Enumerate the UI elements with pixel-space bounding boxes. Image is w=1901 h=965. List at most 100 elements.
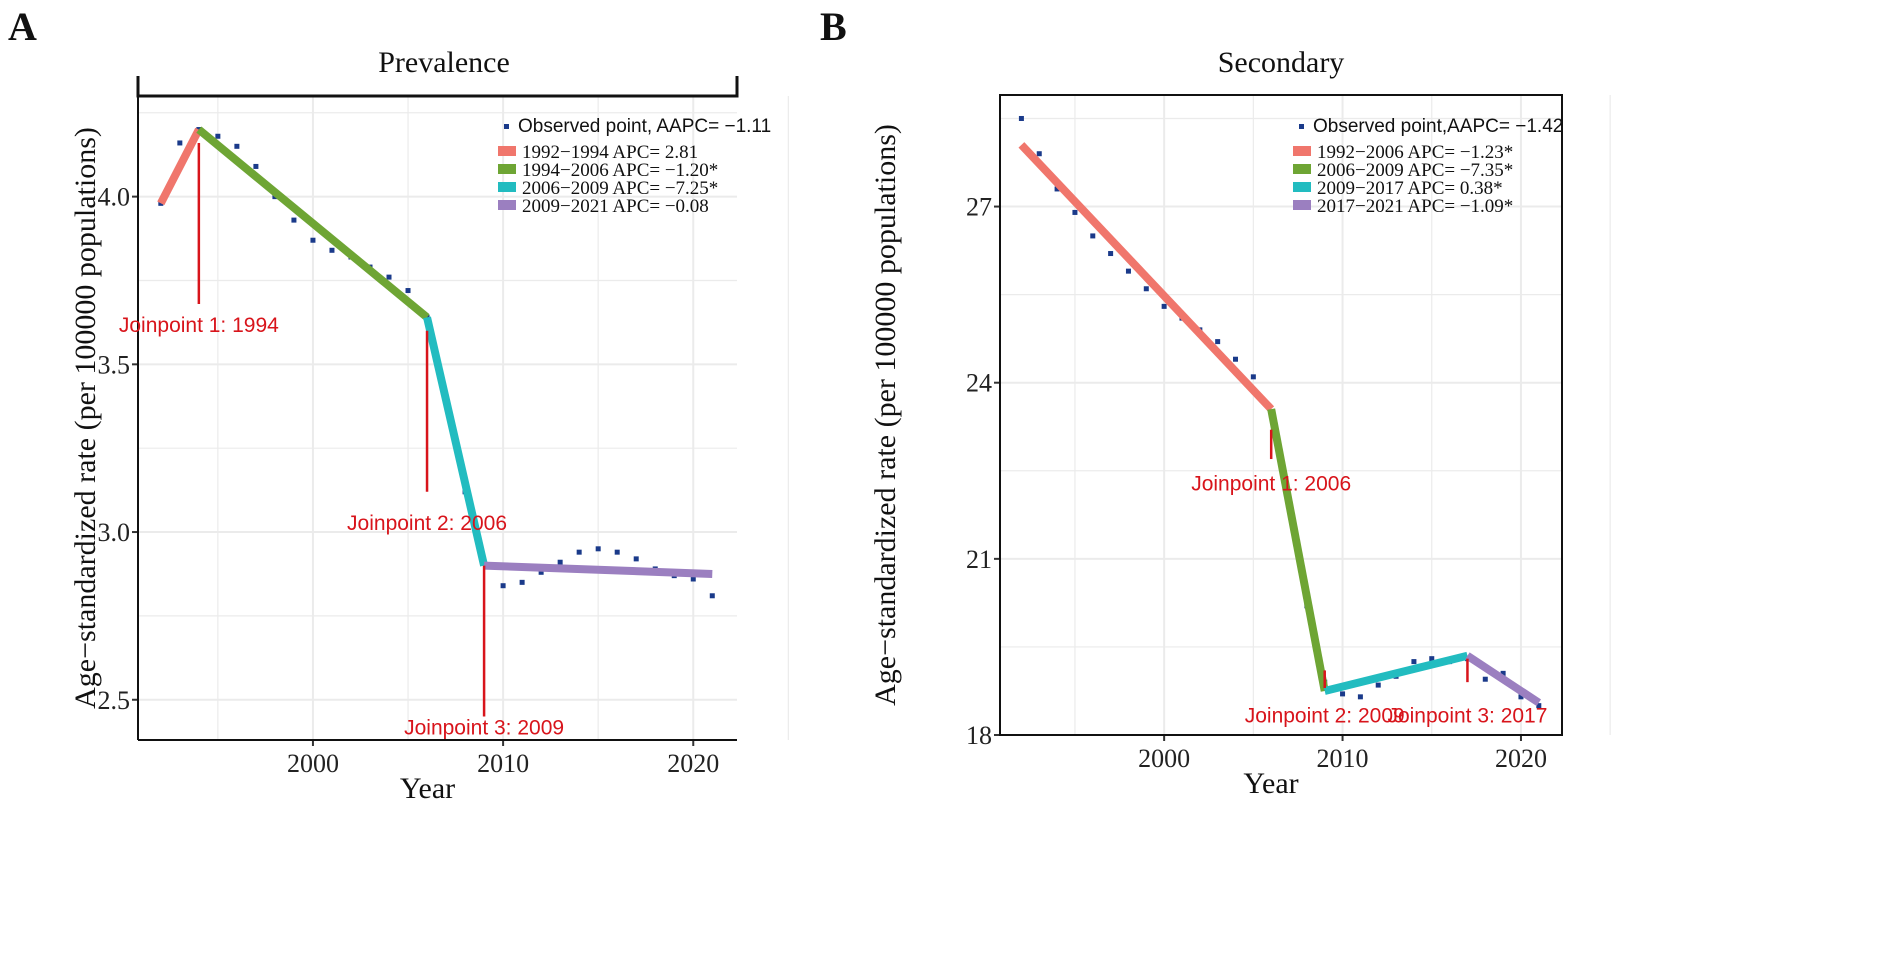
legend-segment-key	[1293, 182, 1311, 192]
legend-segment-label: 2009−2017 APC= 0.38*	[1317, 178, 1503, 199]
observed-point	[1500, 670, 1506, 676]
x-tick-label: 2000	[1138, 744, 1190, 773]
observed-point	[519, 579, 525, 585]
observed-point	[1518, 694, 1524, 700]
observed-point	[1536, 703, 1542, 709]
x-tick-label: 2010	[477, 749, 529, 778]
y-tick-label: 3.5	[98, 350, 131, 379]
legend-segment-label: 2009−2021 APC= −0.08	[522, 196, 709, 217]
x-tick-label: 2000	[287, 749, 339, 778]
observed-point	[215, 133, 221, 139]
observed-point	[329, 247, 335, 253]
apc-segment-line	[1267, 408, 1329, 692]
apc-segment-line	[483, 561, 713, 578]
observed-point	[576, 549, 582, 555]
observed-point	[500, 583, 506, 589]
observed-point	[1482, 676, 1488, 682]
observed-point	[1233, 356, 1239, 362]
legend-segment-key	[498, 200, 516, 210]
joinpoint-label: Joinpoint 1: 1994	[119, 314, 279, 337]
y-tick-label: 27	[966, 193, 992, 222]
legend-segment-label: 2006−2009 APC= −7.25*	[522, 178, 718, 199]
observed-point	[1250, 374, 1256, 380]
legend-segment-label: 1992−1994 APC= 2.81	[522, 142, 698, 163]
legend-segment-key	[1293, 200, 1311, 210]
legend-segment-label: 2006−2009 APC= −7.35*	[1317, 160, 1513, 181]
x-tick-label: 2020	[667, 749, 719, 778]
joinpoint-label: Joinpoint 3: 2009	[404, 717, 564, 740]
joinpoint-label: Joinpoint 2: 2009	[1245, 704, 1405, 727]
panel-letter: B	[820, 4, 847, 49]
y-tick-label: 21	[966, 545, 992, 574]
observed-point	[196, 127, 202, 133]
observed-point	[234, 143, 240, 149]
observed-point	[1018, 115, 1024, 121]
y-axis-title: Age−standardized rate (per 100000 popula…	[69, 127, 102, 709]
observed-point	[386, 274, 392, 280]
observed-point	[1340, 691, 1346, 697]
legend-observed-label: Observed point,AAPC= −1.42	[1313, 116, 1563, 137]
y-tick-label: 24	[966, 369, 992, 398]
apc-segment-line	[1323, 651, 1469, 695]
apc-segment-line	[196, 126, 430, 321]
legend-observed-key	[504, 124, 509, 129]
observed-point	[291, 217, 297, 223]
legend-segment-label: 1994−2006 APC= −1.20*	[522, 160, 718, 181]
y-tick-label: 3.0	[98, 518, 131, 547]
legend-observed-key	[1299, 124, 1304, 129]
apc-segment-line	[1018, 142, 1275, 412]
joinpoint-label: Joinpoint 2: 2006	[347, 512, 507, 535]
observed-point	[177, 140, 183, 146]
legend-observed-label: Observed point, AAPC= −1.11	[518, 116, 771, 137]
observed-point	[1108, 251, 1114, 257]
apc-segment-line	[423, 316, 488, 567]
legend-segment-key	[1293, 164, 1311, 174]
observed-point	[253, 163, 259, 169]
y-tick-label: 2.5	[98, 686, 131, 715]
apc-segment-line	[1465, 652, 1542, 707]
legend-segment-key	[498, 182, 516, 192]
observed-point	[1411, 659, 1417, 665]
joinpoint-label: Joinpoint 3: 2017	[1387, 704, 1547, 727]
observed-point	[1429, 656, 1435, 662]
panel-title: Secondary	[1218, 46, 1345, 79]
observed-point	[1375, 682, 1381, 688]
plot-border	[999, 94, 1563, 736]
observed-point	[1054, 186, 1060, 192]
observed-point	[1143, 286, 1149, 292]
joinpoint-label: Joinpoint 1: 2006	[1191, 473, 1351, 496]
observed-point	[538, 569, 544, 575]
x-tick-label: 2020	[1495, 744, 1547, 773]
x-axis-title: Year	[1243, 767, 1298, 800]
facet-strip-bracket	[136, 76, 739, 98]
observed-point	[1036, 151, 1042, 157]
y-tick-label: 18	[966, 721, 992, 750]
legend-segment-label: 1992−2006 APC= −1.23*	[1317, 142, 1513, 163]
panel-B: 2000 2010 2020 18 21 24 27 Secondary B Year Age−st…	[820, 4, 1611, 800]
legend-segment-label: 2017−2021 APC= −1.09*	[1317, 196, 1513, 217]
y-tick-label: 4.0	[98, 183, 131, 212]
observed-point	[557, 559, 563, 565]
observed-point	[595, 546, 601, 552]
x-axis-title: Year	[400, 772, 455, 805]
legend-segment-key	[498, 164, 516, 174]
observed-point	[1161, 303, 1167, 309]
observed-point	[310, 237, 316, 243]
apc-segment-line	[157, 127, 203, 206]
observed-point	[1090, 233, 1096, 239]
legend-segment-key	[498, 146, 516, 156]
observed-point	[1357, 694, 1363, 700]
panel-letter: A	[8, 4, 37, 49]
x-tick-label: 2010	[1317, 744, 1369, 773]
observed-point	[1072, 209, 1078, 215]
observed-point	[405, 288, 411, 294]
panel-title: Prevalence	[378, 46, 510, 79]
observed-point	[1125, 268, 1131, 274]
observed-point	[709, 593, 715, 599]
panel-A: 2000 2010 2020 2.5 3.0 3.5 4.0 Prevalence A Year A…	[8, 4, 789, 805]
observed-point	[614, 549, 620, 555]
observed-point	[1215, 339, 1221, 345]
legend-segment-key	[1293, 146, 1311, 156]
observed-point	[633, 556, 639, 562]
